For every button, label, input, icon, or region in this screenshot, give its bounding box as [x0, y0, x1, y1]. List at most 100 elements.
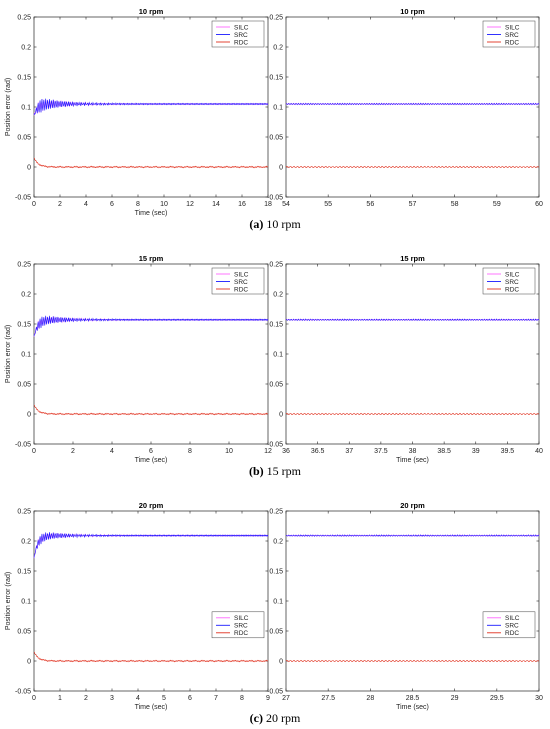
x-tick-label: 3	[110, 695, 114, 702]
legend-label: SILC	[234, 615, 249, 622]
y-tick-label: 0.1	[273, 599, 283, 606]
y-tick-label: 0.1	[21, 105, 31, 112]
series-line-rdc	[285, 413, 540, 415]
legend-label: SILC	[505, 271, 520, 278]
legend-box	[211, 20, 265, 48]
caption-b: (b) 15 rpm	[248, 464, 301, 478]
legend-label: SRC	[234, 623, 248, 630]
x-tick-label: 57	[409, 201, 417, 208]
x-tick-label: 1	[58, 695, 62, 702]
x-tick-label: 6	[149, 448, 153, 455]
chart-panel-2: -0.05 0 0.05 0.1 0.15 0.2 0.25 54 55 56 57 58 59 60 10…	[267, 7, 543, 208]
y-tick-label: 0.25	[269, 15, 283, 22]
y-tick-label: 0	[279, 659, 283, 666]
chart-title: 10 rpm	[400, 7, 425, 16]
y-tick-label: 0.15	[269, 569, 283, 576]
y-tick-label: 0.2	[21, 539, 31, 546]
x-tick-label: 6	[188, 695, 192, 702]
plot-area	[285, 510, 540, 692]
legend-box	[211, 611, 265, 639]
legend-box	[482, 611, 536, 639]
x-tick-label: 36.5	[311, 448, 325, 455]
x-tick-label: 39.5	[501, 448, 515, 455]
series-line-src	[285, 318, 540, 322]
x-tick-label: 0	[32, 448, 36, 455]
chart-panel-6: -0.05 0 0.05 0.1 0.15 0.2 0.25 27 27.5 28 28.5 29 29…	[267, 501, 543, 711]
x-tick-label: 40	[535, 448, 543, 455]
x-axis-label: Time (sec)	[135, 704, 168, 711]
x-tick-label: 12	[264, 448, 272, 455]
chart-title: 15 rpm	[400, 254, 425, 263]
legend-label: SRC	[234, 32, 248, 39]
x-tick-label: 55	[324, 201, 332, 208]
y-axis-label: Position error (rad)	[5, 325, 12, 383]
series-line-src	[285, 534, 540, 537]
y-tick-label: 0.05	[269, 629, 283, 636]
x-tick-label: 10	[225, 448, 233, 455]
x-tick-label: 58	[451, 201, 459, 208]
legend-label: SRC	[505, 279, 519, 286]
x-axis-label: Time (sec)	[135, 210, 168, 217]
y-tick-label: 0.25	[269, 509, 283, 516]
x-tick-label: 27.5	[321, 695, 335, 702]
y-tick-label: 0.05	[17, 629, 31, 636]
y-tick-label: 0.05	[269, 135, 283, 142]
x-tick-label: 30	[535, 695, 543, 702]
y-tick-label: 0.2	[273, 539, 283, 546]
x-tick-label: 28.5	[406, 695, 420, 702]
x-tick-label: 8	[240, 695, 244, 702]
x-axis-label: Time (sec)	[135, 457, 168, 464]
x-tick-label: 16	[238, 201, 246, 208]
x-tick-label: 7	[214, 695, 218, 702]
x-tick-label: 0	[32, 201, 36, 208]
y-tick-label: 0.25	[17, 509, 31, 516]
y-tick-label: -0.05	[267, 689, 283, 696]
legend-label: SILC	[505, 615, 520, 622]
x-tick-label: 18	[264, 201, 272, 208]
x-tick-label: 54	[282, 201, 290, 208]
series-line-rdc	[33, 157, 269, 169]
x-tick-label: 29.5	[490, 695, 504, 702]
series-line-src	[33, 532, 269, 558]
x-tick-label: 10	[160, 201, 168, 208]
y-axis-label: Position error (rad)	[5, 572, 12, 630]
legend-label: SRC	[505, 32, 519, 39]
y-tick-label: -0.05	[15, 689, 31, 696]
x-tick-label: 12	[186, 201, 194, 208]
y-tick-label: 0.05	[17, 135, 31, 142]
x-tick-label: 56	[366, 201, 374, 208]
x-tick-label: 37.5	[374, 448, 388, 455]
y-tick-label: 0.25	[269, 262, 283, 269]
x-tick-label: 37	[345, 448, 353, 455]
x-tick-label: 2	[58, 201, 62, 208]
legend-label: RDC	[505, 39, 519, 46]
x-axis-label: Time (sec)	[396, 704, 429, 711]
y-tick-label: 0.15	[17, 322, 31, 329]
chart-title: 10 rpm	[139, 7, 164, 16]
y-tick-label: 0.1	[21, 599, 31, 606]
legend-label: RDC	[505, 630, 519, 637]
x-tick-label: 0	[32, 695, 36, 702]
chart-title: 15 rpm	[139, 254, 164, 263]
x-tick-label: 8	[188, 448, 192, 455]
y-tick-label: 0	[27, 659, 31, 666]
y-tick-label: 0.2	[21, 292, 31, 299]
y-tick-label: 0.1	[273, 105, 283, 112]
x-tick-label: 38	[409, 448, 417, 455]
legend-label: SILC	[234, 271, 249, 278]
x-tick-label: 39	[472, 448, 480, 455]
legend-label: RDC	[234, 39, 248, 46]
series-line-src	[285, 102, 540, 106]
series-line-src	[33, 98, 269, 115]
y-tick-label: 0	[279, 412, 283, 419]
chart-title: 20 rpm	[400, 501, 425, 510]
caption-c: (c) 20 rpm	[249, 711, 301, 725]
y-tick-label: 0.2	[273, 292, 283, 299]
y-tick-label: -0.05	[267, 195, 283, 202]
